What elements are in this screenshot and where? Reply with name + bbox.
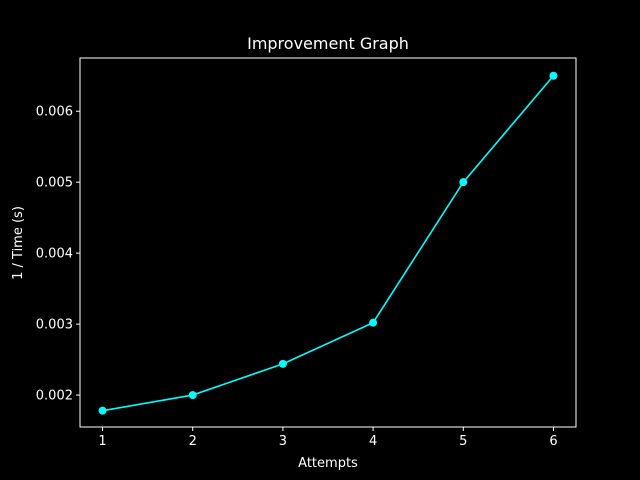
- x-tick-label: 5: [459, 434, 467, 449]
- data-point: [369, 318, 378, 327]
- y-tick-label: 0.002: [36, 389, 73, 404]
- y-axis-label: 1 / Time (s): [11, 206, 26, 280]
- y-tick-label: 0.005: [36, 176, 73, 191]
- series-line: [102, 75, 555, 412]
- data-point: [98, 406, 107, 415]
- plot-area: 1 2 3 4 5 6 0.002 0.003 0.004 0.005 0.006: [36, 57, 577, 449]
- chart-title: Improvement Graph: [247, 34, 409, 53]
- y-tick-label: 0.003: [36, 318, 73, 333]
- x-axis-label: Attempts: [298, 456, 358, 471]
- x-tick-label: 6: [549, 434, 557, 449]
- data-point: [188, 391, 197, 400]
- x-tick-label: 4: [369, 434, 377, 449]
- data-point: [278, 359, 287, 368]
- data-point: [459, 178, 468, 187]
- y-tick-label: 0.006: [36, 105, 73, 120]
- x-tick-label: 2: [189, 434, 197, 449]
- axes-frame: [79, 57, 577, 428]
- y-tick-label: 0.004: [36, 247, 73, 262]
- x-tick-label: 1: [98, 434, 106, 449]
- x-tick-label: 3: [279, 434, 287, 449]
- data-point: [549, 71, 558, 80]
